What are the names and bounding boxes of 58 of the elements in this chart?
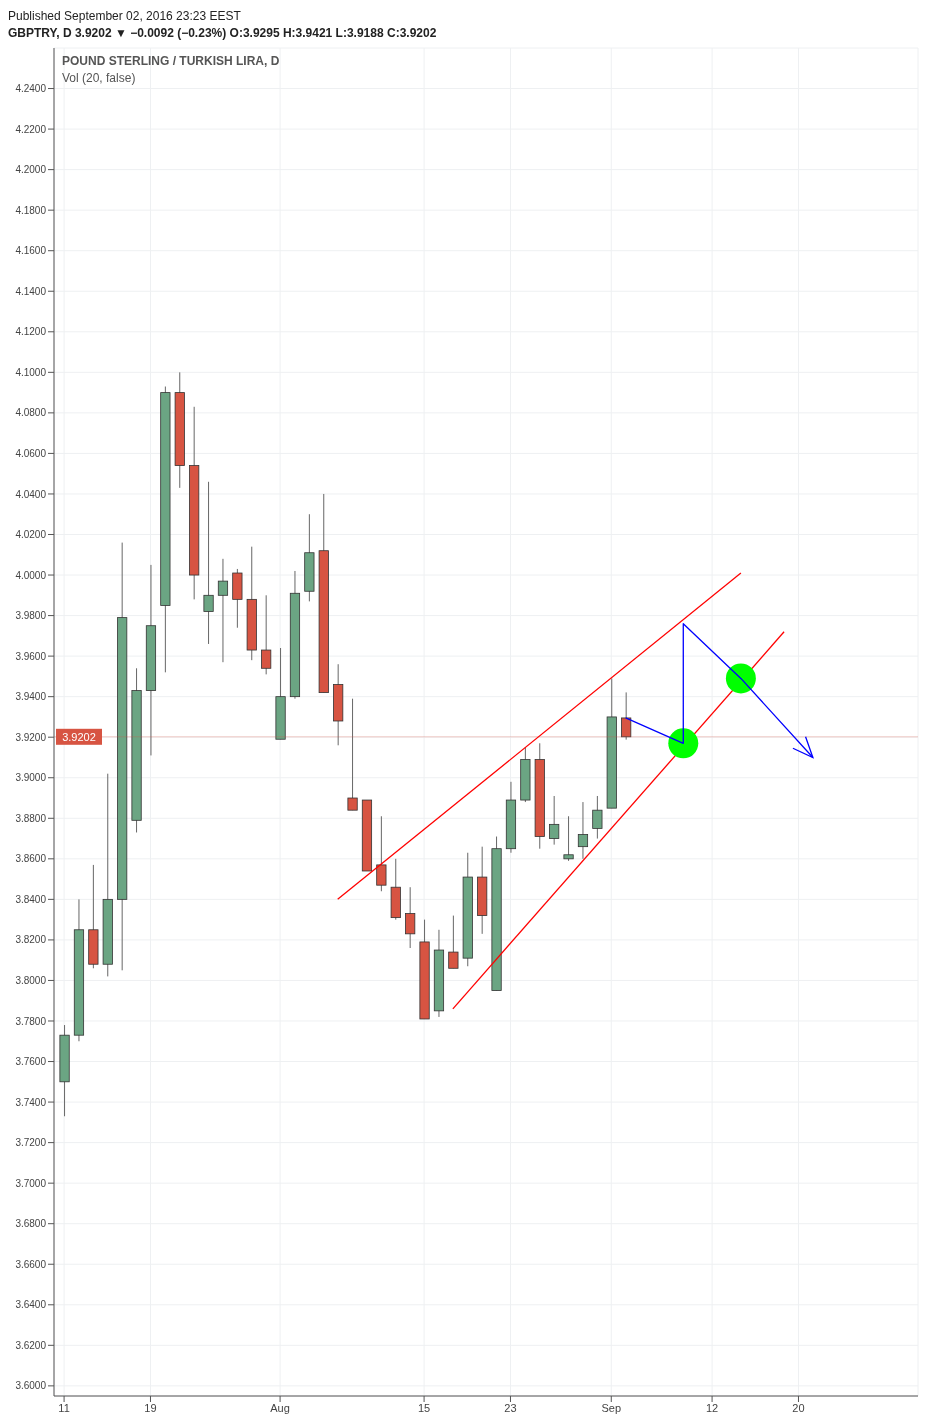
candlestick	[261, 594, 272, 675]
y-tick-label: 4.0400	[15, 488, 47, 500]
text: Published September 02, 2016 23:23 EEST	[8, 8, 242, 25]
y-tick-label: 4.1400	[15, 285, 47, 297]
x-tick-label: Aug	[270, 1401, 290, 1414]
y-tick-label: 3.8000	[15, 975, 47, 986]
x-tick-label: Sep	[601, 1401, 622, 1414]
x-tick-label: 20	[792, 1401, 805, 1414]
y-tick-label: 3.8600	[15, 853, 47, 865]
candlestick	[217, 558, 229, 663]
y-tick-label: 3.6600	[15, 1258, 47, 1270]
y-tick-label: 4.1000	[15, 366, 47, 378]
y-tick-label: 3.6400	[15, 1299, 47, 1311]
y-tick-label: 3.7800	[15, 1015, 47, 1027]
y-tick-label: 3.6800	[15, 1218, 47, 1230]
y-tick-label: 3.9200	[15, 731, 47, 743]
y-tick-label: 3.7200	[15, 1137, 47, 1149]
text: GBPTRY, D 3.9202 ▼ −0.0092 (−0.23%) O:3.9295 H:3.9421 L:3.9188 C:3.9202	[8, 25, 438, 42]
y-tick-label: 3.9600	[15, 650, 47, 662]
y-tick-label: 3.9000	[15, 772, 47, 784]
y-tick-label: 3.8800	[15, 812, 47, 824]
candlestick	[448, 915, 459, 969]
candlestick	[203, 481, 214, 645]
y-tick-label: 4.0800	[15, 407, 47, 419]
candlestick	[577, 801, 589, 860]
y-tick-label: 4.1800	[15, 204, 47, 216]
x-tick-label: 19	[144, 1401, 157, 1414]
y-tick-label: 4.2200	[15, 123, 47, 135]
candlestick	[549, 795, 560, 846]
y-tick-label: 3.7600	[15, 1056, 47, 1068]
y-tick-label: 4.0000	[15, 569, 47, 581]
y-tick-label: 3.7000	[15, 1177, 47, 1189]
x-tick-label: 15	[417, 1401, 431, 1414]
y-tick-label: 4.2000	[15, 164, 47, 176]
y-tick-label: 3.8400	[15, 893, 47, 905]
x-tick-label: 12	[705, 1401, 719, 1414]
y-tick-label: 3.9400	[15, 691, 47, 703]
y-tick-label: 4.2400	[15, 83, 47, 95]
y-tick-label: 3.6200	[15, 1339, 47, 1351]
y-tick-label: 4.1600	[15, 245, 47, 257]
y-tick-label: 3.8200	[15, 934, 47, 946]
candlestick	[347, 698, 358, 811]
y-tick-label: 4.0600	[15, 447, 47, 459]
x-tick-label: 23	[504, 1401, 517, 1414]
text: Vol (20, false)	[62, 71, 137, 85]
x-tick-label: 11	[58, 1401, 70, 1414]
text: POUND STERLING / TURKISH LIRA, D	[62, 54, 280, 68]
y-tick-label: 3.6000	[15, 1380, 47, 1392]
y-tick-label: 4.0200	[15, 529, 47, 541]
y-tick-label: 3.9800	[15, 610, 47, 622]
candlestick	[405, 886, 416, 949]
candlestick	[621, 691, 632, 741]
candlestick	[592, 795, 603, 840]
ref-line-label: 3.9202	[62, 730, 96, 743]
y-tick-label: 3.7400	[15, 1096, 47, 1108]
candlestick	[563, 815, 574, 862]
y-tick-label: 4.1200	[15, 326, 47, 338]
candlestick	[376, 815, 387, 892]
